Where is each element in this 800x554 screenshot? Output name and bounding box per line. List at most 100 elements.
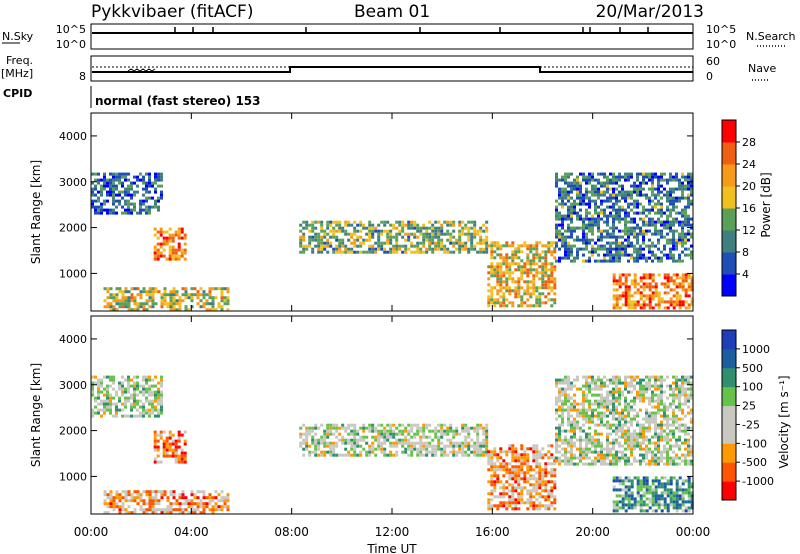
heatmap-cell <box>162 442 166 446</box>
heatmap-cell <box>335 229 339 233</box>
heatmap-cell <box>535 268 539 272</box>
heatmap-cell <box>398 223 402 227</box>
heatmap-cell <box>645 244 648 248</box>
heatmap-cell <box>407 438 411 442</box>
heatmap-cell <box>139 172 142 176</box>
heatmap-cell <box>299 435 303 439</box>
heatmap-cell <box>591 417 594 421</box>
heatmap-cell <box>675 479 679 483</box>
heatmap-cell <box>184 502 188 506</box>
heatmap-cell <box>567 250 570 254</box>
heatmap-cell <box>127 499 131 503</box>
heatmap-cell <box>487 504 491 508</box>
heatmap-cell <box>639 429 642 433</box>
heatmap-cell <box>389 423 393 427</box>
heatmap-cell <box>508 474 512 478</box>
heatmap-cell <box>112 387 115 391</box>
heatmap-cell <box>681 402 684 406</box>
heatmap-cell <box>630 399 633 403</box>
heatmap-cell <box>449 441 453 445</box>
heatmap-cell <box>567 184 570 188</box>
heatmap-cell <box>127 208 130 212</box>
heatmap-cell <box>446 432 450 436</box>
heatmap-cell <box>627 503 631 507</box>
heatmap-cell <box>467 426 471 430</box>
heatmap-cell <box>627 497 631 501</box>
heatmap-cell <box>308 429 312 433</box>
heatmap-cell <box>377 223 381 227</box>
heatmap-cell <box>428 226 432 230</box>
heatmap-cell <box>344 453 348 457</box>
heatmap-cell <box>112 508 116 512</box>
heatmap-cell <box>564 429 567 433</box>
heatmap-cell <box>588 405 591 409</box>
heatmap-cell <box>675 405 678 409</box>
heatmap-cell <box>407 220 411 224</box>
heatmap-cell <box>558 432 561 436</box>
heatmap-cell <box>672 417 675 421</box>
heatmap-cell <box>567 420 570 424</box>
heatmap-cell <box>437 220 441 224</box>
heatmap-cell <box>305 429 309 433</box>
heatmap-cell <box>437 435 441 439</box>
heatmap-cell <box>666 241 669 245</box>
heatmap-cell <box>214 296 218 300</box>
heatmap-cell <box>130 511 134 515</box>
heatmap-cell <box>624 375 627 379</box>
heatmap-cell <box>684 432 687 436</box>
heatmap-cell <box>678 390 681 394</box>
heatmap-cell <box>555 181 558 185</box>
heatmap-cell <box>496 298 500 302</box>
heatmap-cell <box>422 432 426 436</box>
heatmap-cell <box>514 268 518 272</box>
heatmap-cell <box>109 305 113 309</box>
heatmap-cell <box>535 253 539 257</box>
heatmap-cell <box>523 486 527 490</box>
heatmap-cell <box>517 280 521 284</box>
heatmap-cell <box>422 426 426 430</box>
heatmap-cell <box>627 196 630 200</box>
heatmap-cell <box>567 393 570 397</box>
heatmap-cell <box>678 223 681 227</box>
heatmap-cell <box>555 432 558 436</box>
heatmap-cell <box>547 274 551 278</box>
heatmap-cell <box>193 287 197 291</box>
heatmap-cell <box>368 232 372 236</box>
heatmap-cell <box>678 282 682 286</box>
heatmap-cell <box>570 211 573 215</box>
heatmap-cell <box>642 220 645 224</box>
heatmap-cell <box>654 196 657 200</box>
heatmap-cell <box>386 235 390 239</box>
heatmap-cell <box>526 247 530 251</box>
heatmap-cell <box>663 187 666 191</box>
heatmap-cell <box>621 432 624 436</box>
heatmap-cell <box>505 262 509 266</box>
heatmap-cell <box>160 402 163 406</box>
heatmap-cell <box>329 450 333 454</box>
heatmap-cell <box>561 214 564 218</box>
heatmap-cell <box>681 384 684 388</box>
heatmap-cell <box>487 265 491 269</box>
heatmap-cell <box>657 297 661 301</box>
heatmap-cell <box>124 296 128 300</box>
heatmap-cell <box>597 178 600 182</box>
freq-frame <box>90 55 694 82</box>
heatmap-cell <box>606 426 609 430</box>
heatmap-cell <box>416 250 420 254</box>
heatmap-cell <box>573 399 576 403</box>
heatmap-cell <box>690 303 694 307</box>
nsky-spikes <box>174 27 649 33</box>
heatmap-cell <box>690 482 694 486</box>
heatmap-cell <box>648 211 651 215</box>
heatmap-cell <box>142 175 145 179</box>
heatmap-cell <box>609 226 612 230</box>
heatmap-cell <box>553 468 557 472</box>
heatmap-cell <box>663 497 667 501</box>
heatmap-cell <box>115 408 118 412</box>
heatmap-cell <box>177 257 181 261</box>
heatmap-cell <box>485 247 489 251</box>
heatmap-cell <box>654 253 657 257</box>
heatmap-cell <box>437 238 441 242</box>
heatmap-cell <box>153 439 157 443</box>
heatmap-cell <box>532 256 536 260</box>
